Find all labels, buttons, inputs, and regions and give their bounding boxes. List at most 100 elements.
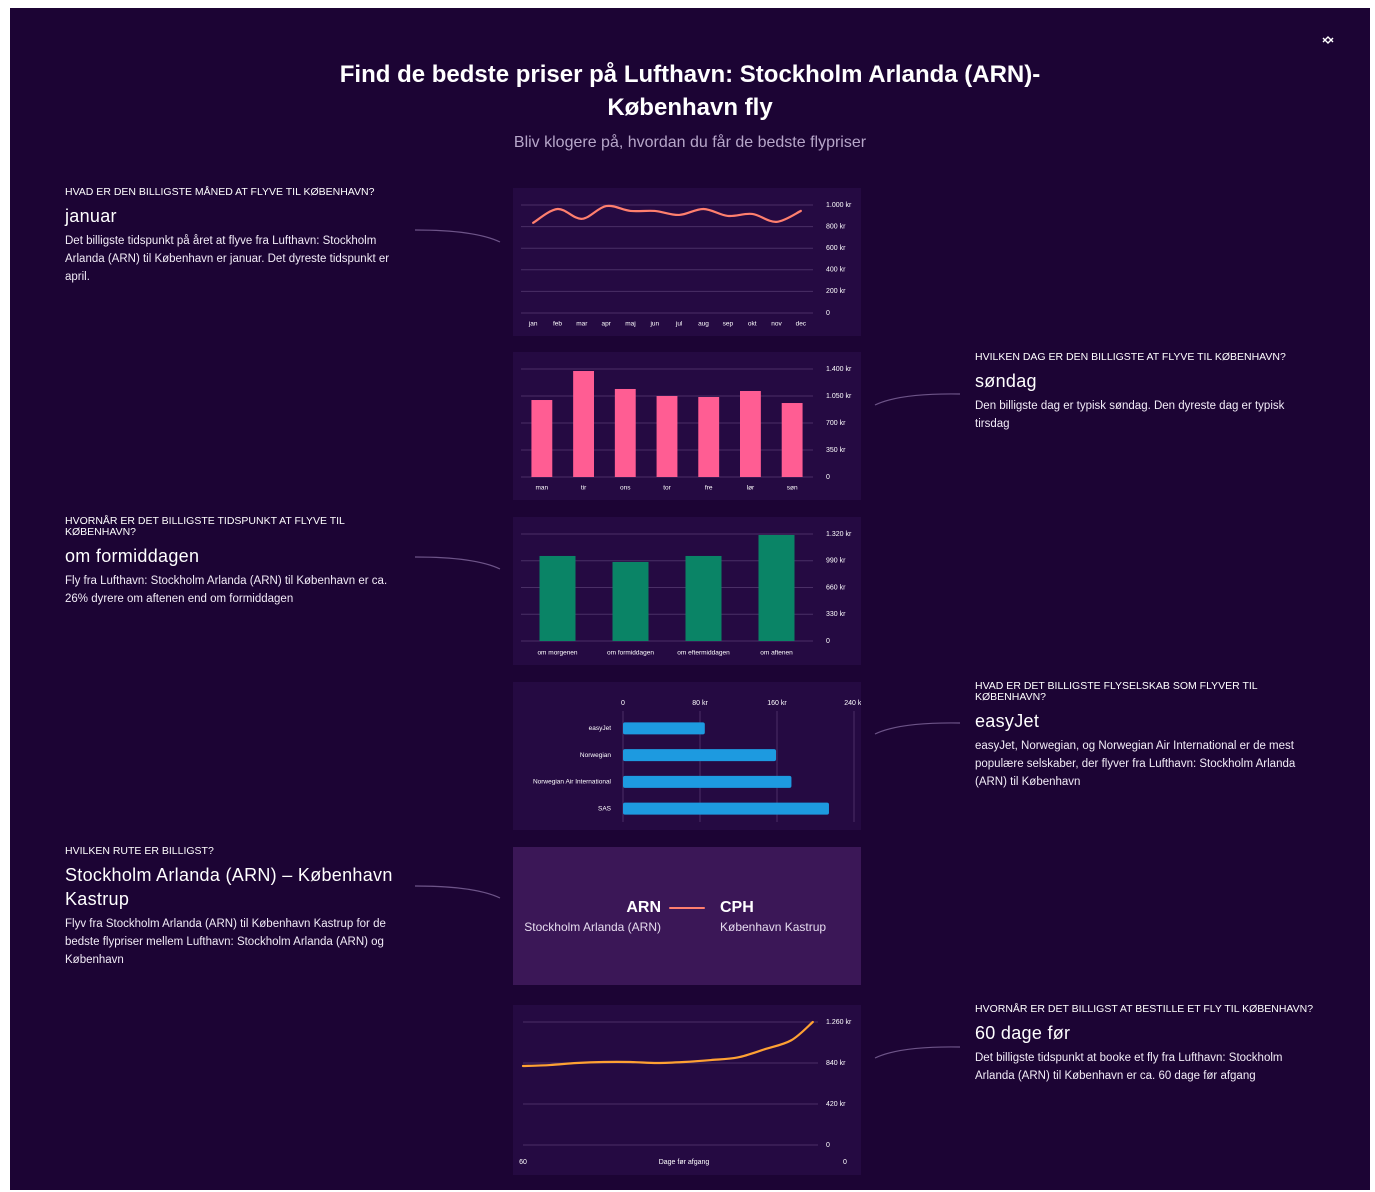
x-tick-label: 0 <box>843 1159 847 1166</box>
x-tick-label: jul <box>675 321 683 328</box>
x-tick-label: om formiddagen <box>607 650 654 657</box>
y-tick-label: 0 <box>826 474 830 481</box>
info-section: HVORNÅR ER DET BILLIGSTE TIDSPUNKT AT FL… <box>65 516 410 608</box>
y-tick-label: Norwegian <box>580 752 611 759</box>
x-tick-label: okt <box>748 321 757 328</box>
question: HVORNÅR ER DET BILLIGST AT BESTILLE ET F… <box>975 1003 1314 1015</box>
x-tick-label: lør <box>747 485 755 492</box>
x-tick-label: 0 <box>621 700 625 707</box>
y-tick-label: 600 kr <box>826 245 846 252</box>
x-tick-label: fre <box>705 485 713 492</box>
x-tick-label: om morgenen <box>537 650 577 657</box>
connector <box>414 885 501 899</box>
answer: januar <box>65 206 117 226</box>
x-tick-label: jan <box>528 321 538 328</box>
connector <box>874 722 961 735</box>
connector <box>414 229 501 243</box>
bar <box>614 388 636 477</box>
close-button[interactable] <box>1322 36 1334 44</box>
y-tick-label: 0 <box>826 638 830 645</box>
y-tick-label: 700 kr <box>826 420 846 427</box>
modal: Find de bedste priser på Lufthavn: Stock… <box>10 8 1370 1190</box>
question: HVILKEN DAG ER DEN BILLIGSTE AT FLYVE TI… <box>975 351 1286 363</box>
x-tick-label: søn <box>787 485 798 492</box>
bar <box>623 775 792 788</box>
x-tick-label: 60 <box>519 1159 527 1166</box>
x-tick-label: nov <box>771 321 782 328</box>
bar <box>573 371 594 477</box>
x-tick-label: tor <box>663 485 671 492</box>
y-tick-label: 200 kr <box>826 288 846 295</box>
line <box>521 1020 814 1068</box>
route-name: København Kastrup <box>720 920 827 934</box>
y-tick-label: 0 <box>826 1142 830 1149</box>
bar <box>758 534 795 641</box>
bar <box>698 397 720 477</box>
y-tick-label: 1.400 kr <box>826 366 852 373</box>
question: HVORNÅR ER DET BILLIGSTE TIDSPUNKT AT FL… <box>65 515 345 538</box>
connectors <box>414 36 1334 1059</box>
chart-panel: 0 200 kr 400 kr 600 kr 800 kr 1.000 kr jan feb m… <box>513 188 861 336</box>
y-tick-label: 1.050 kr <box>826 393 852 400</box>
x-axis-label: Dage før afgang <box>659 1159 710 1166</box>
bar <box>623 722 705 735</box>
x-tick-label: dec <box>796 321 807 328</box>
x-tick-label: man <box>536 485 549 492</box>
connector <box>414 556 501 570</box>
x-tick-label: om eftermiddagen <box>677 650 730 657</box>
title: Find de bedste priser på Lufthavn: Stock… <box>339 61 1041 121</box>
line <box>532 204 802 224</box>
bar <box>531 400 553 477</box>
x-tick-label: 240 kr <box>844 700 861 707</box>
bar <box>740 390 761 477</box>
route-code: CPH <box>720 899 754 916</box>
x-tick-label: 160 kr <box>767 700 787 707</box>
y-tick-label: 990 kr <box>826 558 846 565</box>
answer: søndag <box>975 371 1037 391</box>
x-tick-label: tir <box>581 485 587 492</box>
y-tick-label: easyJet <box>589 725 612 732</box>
info-section: HVAD ER DET BILLIGSTE FLYSELSKAB SOM FLY… <box>975 681 1320 791</box>
x-tick-label: ons <box>620 485 631 492</box>
description: Det billigste tidspunkt at booke et fly … <box>975 1052 1283 1082</box>
chart-panel: 0 80 kr 160 kr 240 kr easyJet Norwegian Norweg… <box>513 682 861 830</box>
y-tick-label: 420 kr <box>826 1101 846 1108</box>
y-tick-label: 1.260 kr <box>826 1019 852 1026</box>
description: Den billigste dag er typisk søndag. Den … <box>975 400 1285 430</box>
y-tick-label: 840 kr <box>826 1060 846 1067</box>
bar <box>539 555 576 641</box>
bar <box>656 396 678 477</box>
x-tick-label: sep <box>723 321 734 328</box>
subtitle: Bliv klogere på, hvordan du får de bedst… <box>513 134 867 151</box>
y-tick-label: 400 kr <box>826 267 846 274</box>
y-tick-label: SAS <box>598 805 612 812</box>
info-section: HVAD ER DEN BILLIGSTE MÅNED AT FLYVE TIL… <box>65 187 410 286</box>
description: easyJet, Norwegian, og Norwegian Air Int… <box>975 740 1296 788</box>
info-section: HVILKEN RUTE ER BILLIGST? Stockholm Arlan… <box>65 846 410 969</box>
answer: om formiddagen <box>65 546 200 566</box>
description: Flyv fra Stockholm Arlanda (ARN) til Køb… <box>65 918 386 966</box>
description: Det billigste tidspunkt på året at flyve… <box>65 235 390 283</box>
chart-panel: 0 330 kr 660 kr 990 kr 1.320 kr om morgenen om… <box>513 517 861 665</box>
x-tick-label: mar <box>576 321 588 328</box>
connector <box>874 393 961 406</box>
y-tick-label: 800 kr <box>826 223 846 230</box>
bar <box>612 561 649 641</box>
info-section: HVORNÅR ER DET BILLIGST AT BESTILLE ET F… <box>975 1004 1320 1085</box>
x-tick-label: maj <box>625 321 635 328</box>
answer: easyJet <box>975 711 1040 731</box>
x-tick-label: aug <box>698 321 709 328</box>
route-panel: ARN Stockholm Arlanda (ARN) CPH Københav… <box>513 847 861 985</box>
connector <box>874 1046 961 1059</box>
x-tick-label: 80 kr <box>692 700 708 707</box>
route-code: ARN <box>626 899 661 916</box>
x-tick-label: apr <box>601 321 611 328</box>
answer: Stockholm Arlanda (ARN) – København Kast… <box>65 865 393 909</box>
bar <box>623 749 777 762</box>
x-tick-label: om aftenen <box>760 650 793 657</box>
answer: 60 dage før <box>975 1023 1071 1043</box>
y-tick-label: 1.320 kr <box>826 531 852 538</box>
bar <box>781 403 803 477</box>
question: HVILKEN RUTE ER BILLIGST? <box>65 845 214 857</box>
